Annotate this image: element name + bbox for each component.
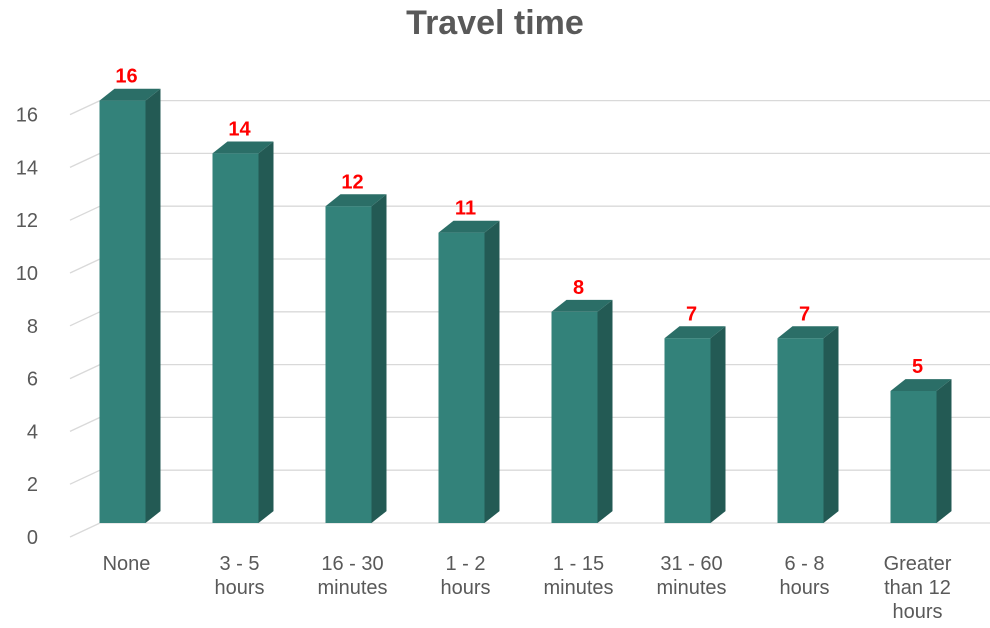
x-tick-label: hours [214,577,264,599]
bar-side [710,326,726,523]
bar-side [484,220,500,523]
x-tick-label: minutes [317,577,387,599]
bar-side [597,299,613,523]
data-label: 14 [228,119,251,141]
gridline-diagonal [69,152,101,168]
data-label: 11 [455,198,476,220]
y-tick-label: 8 [27,316,38,338]
gridline-diagonal [69,416,101,432]
y-tick-label: 10 [16,263,38,285]
bar-top [325,194,387,207]
x-tick-label: 6 - 8 [784,553,824,575]
x-tick-label: Greater [884,553,952,575]
gridline-diagonal [69,311,101,327]
y-tick-label: 2 [27,474,38,496]
bar [438,232,485,523]
bar-top [438,220,500,233]
x-tick-label: minutes [656,577,726,599]
x-tick-label: than 12 [884,577,951,599]
y-tick-label: 12 [16,210,38,232]
bar-top [551,299,613,312]
data-label: 12 [341,171,363,193]
x-tick-label: hours [779,577,829,599]
data-label: 16 [115,66,137,88]
data-label: 5 [912,356,923,378]
bar-side [145,88,161,523]
x-tick-label: hours [440,577,490,599]
chart-title: Travel time [406,4,584,42]
bar [890,391,937,523]
y-tick-label: 4 [27,421,38,443]
gridline-diagonal [69,469,101,485]
gridline-diagonal [69,205,101,221]
bar-side [258,141,274,523]
bar-top [664,326,726,339]
gridline-diagonal [69,100,101,116]
x-tick-label: 1 - 15 [553,553,604,575]
gridline-diagonal [69,258,101,274]
bar-top [99,88,161,101]
bar-side [371,194,387,524]
x-tick-label: 16 - 30 [321,553,383,575]
bar [325,206,372,523]
y-tick-label: 16 [16,105,38,127]
bar [212,153,259,523]
gridline-diagonal [69,364,101,380]
x-tick-label: None [103,553,151,575]
y-tick-label: 6 [27,369,38,391]
data-label: 8 [573,277,584,299]
bar-top [212,141,274,154]
x-tick-label: hours [892,601,942,623]
bar-side [936,379,952,523]
y-tick-label: 0 [27,527,38,549]
bar [551,311,598,523]
x-tick-label: 31 - 60 [660,553,722,575]
bar [664,338,711,523]
bar [777,338,824,523]
bar [99,100,146,523]
x-tick-label: minutes [543,577,613,599]
x-tick-label: 1 - 2 [445,553,485,575]
x-tick-label: 3 - 5 [219,553,259,575]
bar-top [890,379,952,391]
bar-side [823,326,839,523]
gridline-diagonal [69,522,101,538]
data-label: 7 [799,303,810,325]
y-tick-label: 14 [16,157,38,179]
bar-top [777,326,839,339]
data-label: 7 [686,303,697,325]
